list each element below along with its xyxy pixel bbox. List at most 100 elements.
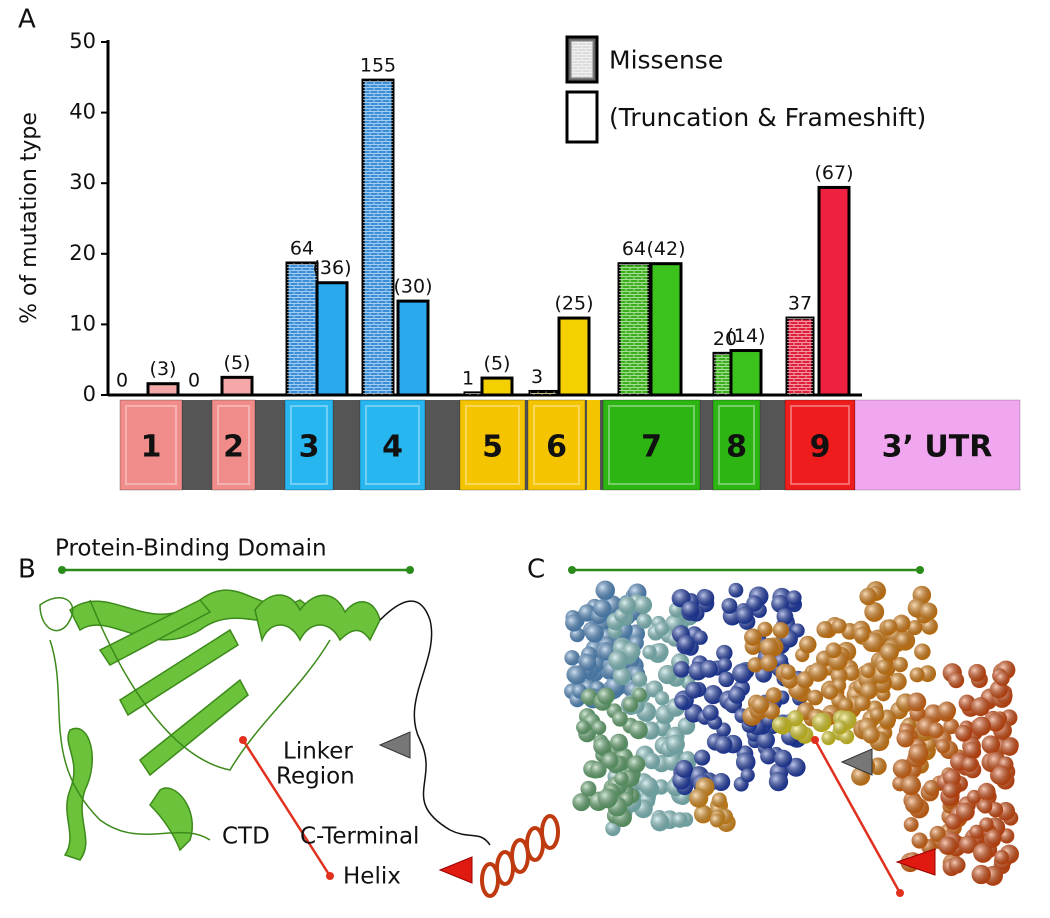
exon-box <box>211 399 256 491</box>
legend-label: (Truncation & Frameshift) <box>609 103 926 132</box>
atom-shading <box>907 620 923 636</box>
atom-shading <box>825 642 842 659</box>
atom-shading <box>919 602 938 621</box>
protein-ribbon <box>39 589 381 861</box>
atom-shading <box>751 695 770 714</box>
atom-shading <box>808 662 828 682</box>
atom-shading <box>718 671 735 688</box>
bar <box>146 382 180 397</box>
atom-shading <box>746 595 763 612</box>
exon-bevel <box>533 405 580 485</box>
linker-strand <box>379 600 491 846</box>
atom-shading <box>735 752 756 772</box>
space-fill-model <box>564 580 1019 886</box>
y-axis-label: % of mutation type <box>17 112 42 324</box>
count-label: 64 <box>622 238 646 260</box>
atom-shading <box>585 623 604 643</box>
atom-shading <box>869 707 885 722</box>
atom-shading <box>854 626 870 643</box>
atom-shading <box>859 587 877 606</box>
atom-shading <box>771 716 789 734</box>
atom-shading <box>892 759 912 779</box>
atom-shading <box>580 688 598 706</box>
atom-shading <box>694 749 711 766</box>
ctd-bar <box>811 736 904 897</box>
atom-shading <box>709 813 724 828</box>
atom-shading <box>882 619 898 634</box>
atom-shading <box>672 812 688 828</box>
y-tick-label: 0 <box>83 382 96 406</box>
exon-box <box>784 399 856 491</box>
linker-label: Linker <box>283 739 353 765</box>
atom-shading <box>888 672 907 691</box>
bar-texture <box>530 391 556 395</box>
atom-shading <box>597 687 615 705</box>
count-label: 1 <box>462 367 474 389</box>
bar-texture <box>465 392 483 395</box>
atom-shading <box>650 812 670 832</box>
exon-label: 2 <box>223 430 244 465</box>
panel-label: B <box>18 555 36 585</box>
bar-texture <box>363 80 393 396</box>
atom-shading <box>811 712 832 733</box>
atom-shading <box>703 685 723 705</box>
atom-shading <box>860 663 876 679</box>
exon-bevel <box>290 405 328 485</box>
atom-shading <box>757 621 773 637</box>
c-terminal-helix <box>480 814 560 898</box>
atom-shading <box>787 710 804 727</box>
exon-bevel <box>125 405 177 485</box>
atom-shading <box>759 637 779 657</box>
domain-label: Protein-Binding Domain <box>55 536 327 562</box>
count-label: 155 <box>360 55 396 77</box>
atom-shading <box>564 650 580 666</box>
atom-shading <box>595 580 616 601</box>
atom-shading <box>843 665 860 681</box>
atom-shading <box>994 850 1009 865</box>
atom-shading <box>612 710 628 727</box>
atom-shading <box>943 718 960 735</box>
atom-shading <box>608 650 628 671</box>
exon-box <box>602 399 701 491</box>
atom-shading <box>593 599 612 618</box>
atom-shading <box>772 622 790 639</box>
atom-shading <box>880 642 899 662</box>
atom-shading <box>937 701 957 720</box>
atom-shading <box>786 757 806 777</box>
bar <box>220 375 254 397</box>
atom-shading <box>981 735 1001 754</box>
exon-bevel <box>365 405 420 485</box>
atom-shading <box>790 722 808 741</box>
atom-shading <box>864 602 885 622</box>
count-label: (30) <box>393 276 432 298</box>
atom-shading <box>702 704 719 721</box>
atom-shading <box>728 582 744 598</box>
count-label: (36) <box>312 257 351 279</box>
atom-shading <box>732 663 752 684</box>
atom-shading <box>923 780 940 796</box>
atom-shading <box>747 657 763 673</box>
atom-shading <box>901 775 921 796</box>
bar <box>480 376 514 397</box>
domain-bar <box>58 566 414 574</box>
atom-shading <box>935 739 951 754</box>
bar <box>649 262 683 397</box>
atom-shading <box>697 589 715 607</box>
atom-shading <box>580 780 597 797</box>
count-label: 20 <box>713 328 737 350</box>
exon-bevel <box>217 405 250 485</box>
helix-arrow <box>438 856 473 884</box>
count-label: (5) <box>484 353 511 375</box>
atom-shading <box>681 601 699 618</box>
atom-shading <box>985 829 1002 846</box>
panel-label: A <box>18 5 36 35</box>
exon-box <box>359 399 426 491</box>
count-label: (3) <box>150 358 177 380</box>
count-label: (67) <box>814 162 853 184</box>
legend-texture <box>570 40 594 79</box>
exon-label: 1 <box>141 430 162 465</box>
count-label: (42) <box>646 238 685 260</box>
exon-label: 7 <box>641 430 662 465</box>
atom-shading <box>776 608 794 625</box>
